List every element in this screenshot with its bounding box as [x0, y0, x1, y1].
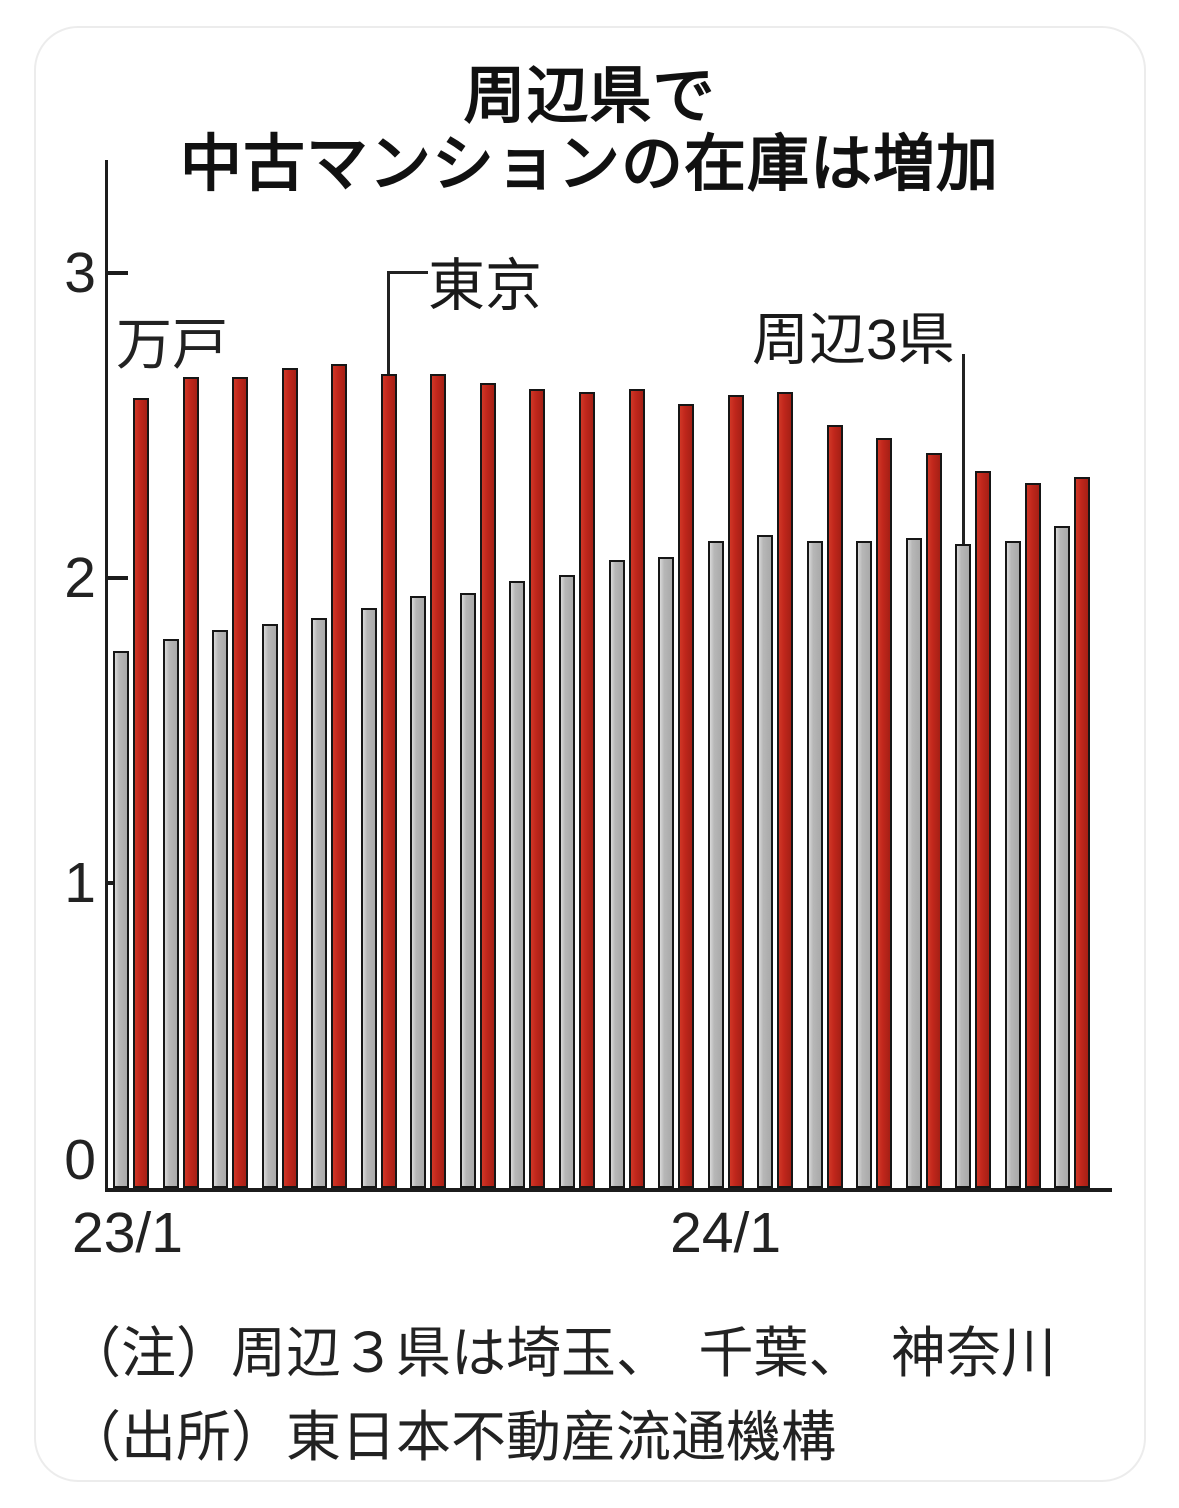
- y-tick-label-1: 1: [64, 851, 96, 915]
- bar-tokyo-23/2: [182, 377, 199, 1188]
- shuhen-leader-vertical: [962, 354, 966, 545]
- bar-tokyo-24/4: [876, 438, 893, 1188]
- bar-tokyo-24/6: [975, 471, 992, 1188]
- bar-tokyo-24/3: [826, 425, 843, 1188]
- bar-shuhen3ken-24/2: [757, 535, 774, 1188]
- bar-tokyo-23/8: [479, 383, 496, 1188]
- footnote: （注）周辺３県は埼玉、 千葉、 神奈川: [66, 1322, 1057, 1384]
- bar-tokyo-23/6: [380, 374, 397, 1188]
- bar-tokyo-24/7: [1024, 483, 1041, 1188]
- x-tick-label-23-1: 23/1: [72, 1201, 183, 1265]
- bar-tokyo-24/1: [727, 395, 744, 1188]
- y-axis-unit-label: 万戸: [116, 313, 228, 376]
- bar-shuhen3ken-24/1: [707, 541, 724, 1188]
- y-axis-line: [105, 160, 108, 1192]
- y-tick-label-2: 2: [64, 546, 96, 610]
- bar-shuhen3ken-23/6: [360, 608, 377, 1188]
- y-tick-label-0: 0: [64, 1128, 96, 1192]
- bar-tokyo-23/5: [331, 364, 348, 1188]
- source-note: （出所）東日本不動産流通機構: [66, 1406, 837, 1468]
- y-tick-2: [105, 576, 128, 580]
- chart-title-line1: 周辺県で: [463, 62, 716, 131]
- tokyo-leader-vertical: [386, 271, 390, 374]
- series-label-tokyo: 東京: [428, 254, 542, 318]
- bar-tokyo-23/3: [232, 377, 249, 1188]
- y-tick-label-3: 3: [64, 241, 96, 305]
- y-tick-3: [105, 271, 128, 275]
- bar-shuhen3ken-23/8: [459, 593, 476, 1188]
- bar-tokyo-24/8: [1074, 477, 1091, 1188]
- bar-shuhen3ken-23/2: [162, 639, 179, 1188]
- bar-shuhen3ken-23/10: [558, 575, 575, 1188]
- x-tick-label-24-1: 24/1: [670, 1201, 782, 1265]
- bar-shuhen3ken-23/3: [212, 630, 229, 1188]
- bar-shuhen3ken-24/6: [955, 544, 972, 1188]
- bar-shuhen3ken-23/11: [608, 560, 625, 1188]
- bar-tokyo-23/7: [430, 374, 447, 1188]
- bar-tokyo-23/4: [281, 368, 298, 1188]
- chart-title-line2: 中古マンションの在庫は増加: [179, 130, 999, 199]
- bar-tokyo-23/12: [678, 404, 695, 1188]
- bar-shuhen3ken-24/7: [1004, 541, 1021, 1188]
- bar-shuhen3ken-24/8: [1054, 526, 1071, 1188]
- bar-tokyo-23/11: [628, 389, 645, 1188]
- bar-tokyo-24/5: [925, 453, 942, 1188]
- bar-shuhen3ken-23/1: [113, 651, 129, 1188]
- bar-tokyo-23/10: [578, 392, 595, 1188]
- bar-shuhen3ken-23/7: [410, 596, 427, 1188]
- tokyo-leader-horizontal: [386, 271, 428, 274]
- bar-tokyo-23/1: [133, 398, 149, 1188]
- series-label-shuhen3ken: 周辺3県: [752, 308, 955, 372]
- bar-shuhen3ken-24/5: [905, 538, 922, 1188]
- bar-tokyo-23/9: [529, 389, 546, 1188]
- x-axis-line: [105, 1188, 1112, 1192]
- bar-shuhen3ken-23/4: [261, 624, 278, 1188]
- bar-shuhen3ken-23/9: [509, 581, 526, 1188]
- bar-shuhen3ken-23/12: [658, 557, 675, 1188]
- bar-shuhen3ken-24/4: [856, 541, 873, 1188]
- bar-shuhen3ken-24/3: [806, 541, 823, 1188]
- bar-tokyo-24/2: [777, 392, 794, 1188]
- bar-shuhen3ken-23/5: [311, 618, 328, 1188]
